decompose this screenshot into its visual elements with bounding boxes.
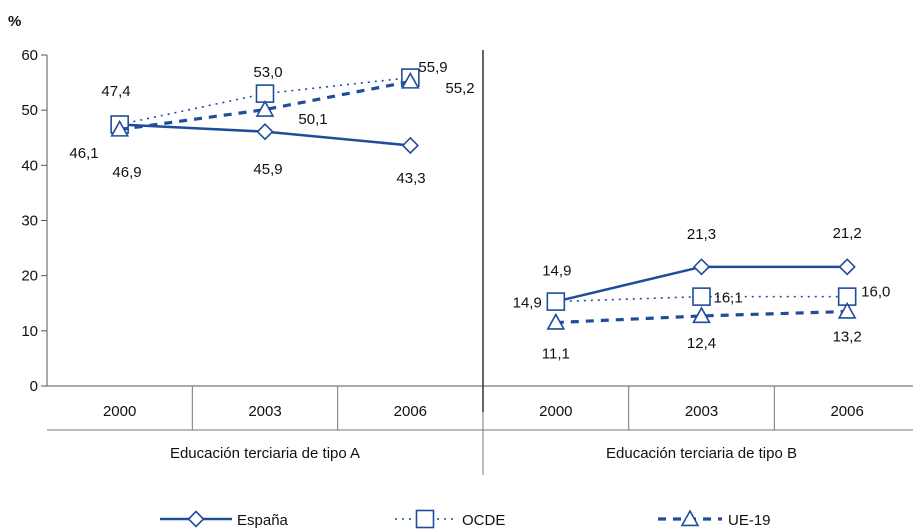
data-label: 55,9 bbox=[418, 59, 447, 76]
marker-espana bbox=[692, 258, 711, 276]
x-tick-label: 2000 bbox=[103, 403, 136, 420]
data-label: 43,3 bbox=[396, 170, 425, 187]
series-layer bbox=[110, 68, 857, 330]
marker-espana bbox=[256, 123, 274, 141]
legend-label: OCDE bbox=[462, 512, 505, 529]
y-tick-label: 40 bbox=[21, 157, 38, 174]
data-label: 13,2 bbox=[833, 329, 862, 346]
series-line bbox=[555, 309, 848, 325]
marker-ue19 bbox=[680, 509, 700, 527]
group-label: Educación terciaria de tipo B bbox=[606, 445, 797, 462]
marker-ue19 bbox=[255, 99, 275, 117]
group-label: Educación terciaria de tipo A bbox=[170, 445, 360, 462]
legend-item: OCDE bbox=[395, 509, 505, 529]
marker-ocde bbox=[692, 287, 711, 306]
marker-ue19 bbox=[546, 312, 566, 330]
axes: 0 10 20 30 40 50 60 2000 2003 2006 Educación terci… bbox=[21, 47, 913, 475]
marker-ocde bbox=[255, 84, 275, 103]
data-label: 46,9 bbox=[112, 164, 141, 181]
legend-item: UE-19 bbox=[658, 509, 771, 529]
x-tick-label: 2000 bbox=[539, 403, 572, 420]
x-tick-label: 2003 bbox=[248, 403, 281, 420]
legend-item: España bbox=[160, 510, 289, 529]
legend-label: UE-19 bbox=[728, 512, 771, 529]
series-espa-a bbox=[111, 115, 419, 155]
marker-ue19 bbox=[400, 71, 420, 89]
legend-label: España bbox=[237, 512, 289, 529]
data-labels: 47,4 45,9 43,3 46,1 53,0 55,9 46,9 50,1 55,2 14,9… bbox=[69, 59, 890, 363]
series-ocde bbox=[546, 287, 857, 311]
x-tick-label: 2006 bbox=[394, 403, 427, 420]
data-label: 53,0 bbox=[253, 64, 282, 81]
data-label: 16,1 bbox=[714, 290, 743, 307]
series-ue-19 bbox=[110, 71, 420, 137]
series-line bbox=[119, 79, 411, 132]
data-label: 21,3 bbox=[687, 226, 716, 243]
data-label: 45,9 bbox=[253, 161, 282, 178]
data-label: 14,9 bbox=[513, 295, 542, 312]
data-label: 55,2 bbox=[445, 80, 474, 97]
y-tick-label: 10 bbox=[21, 323, 38, 340]
y-axis-label: % bbox=[8, 13, 21, 30]
marker-ue19 bbox=[110, 119, 130, 137]
data-label: 16,0 bbox=[861, 284, 890, 301]
y-tick-label: 30 bbox=[21, 213, 38, 230]
marker-ocde bbox=[546, 292, 566, 311]
x-tick-label: 2003 bbox=[685, 403, 718, 420]
data-label: 47,4 bbox=[101, 83, 130, 100]
marker-espana bbox=[838, 258, 856, 276]
data-label: 11,1 bbox=[542, 346, 570, 363]
data-label: 14,9 bbox=[542, 263, 571, 280]
data-label: 12,4 bbox=[687, 335, 716, 352]
data-label: 21,2 bbox=[833, 225, 862, 242]
marker-ocde bbox=[415, 509, 435, 529]
marker-espana bbox=[401, 136, 419, 155]
marker-ue19 bbox=[692, 306, 711, 324]
x-tick-label: 2006 bbox=[830, 403, 863, 420]
marker-ue19 bbox=[837, 301, 857, 319]
data-label: 50,1 bbox=[298, 111, 327, 128]
y-tick-label: 20 bbox=[21, 268, 38, 285]
legend: España OCDE UE-19 bbox=[160, 509, 771, 529]
y-tick-label: 50 bbox=[21, 102, 38, 119]
y-tick-label: 60 bbox=[21, 47, 38, 64]
y-tick-label: 0 bbox=[30, 378, 38, 395]
data-label: 46,1 bbox=[69, 145, 98, 162]
series-ue-19 bbox=[546, 301, 857, 330]
marker-espana bbox=[187, 510, 205, 528]
